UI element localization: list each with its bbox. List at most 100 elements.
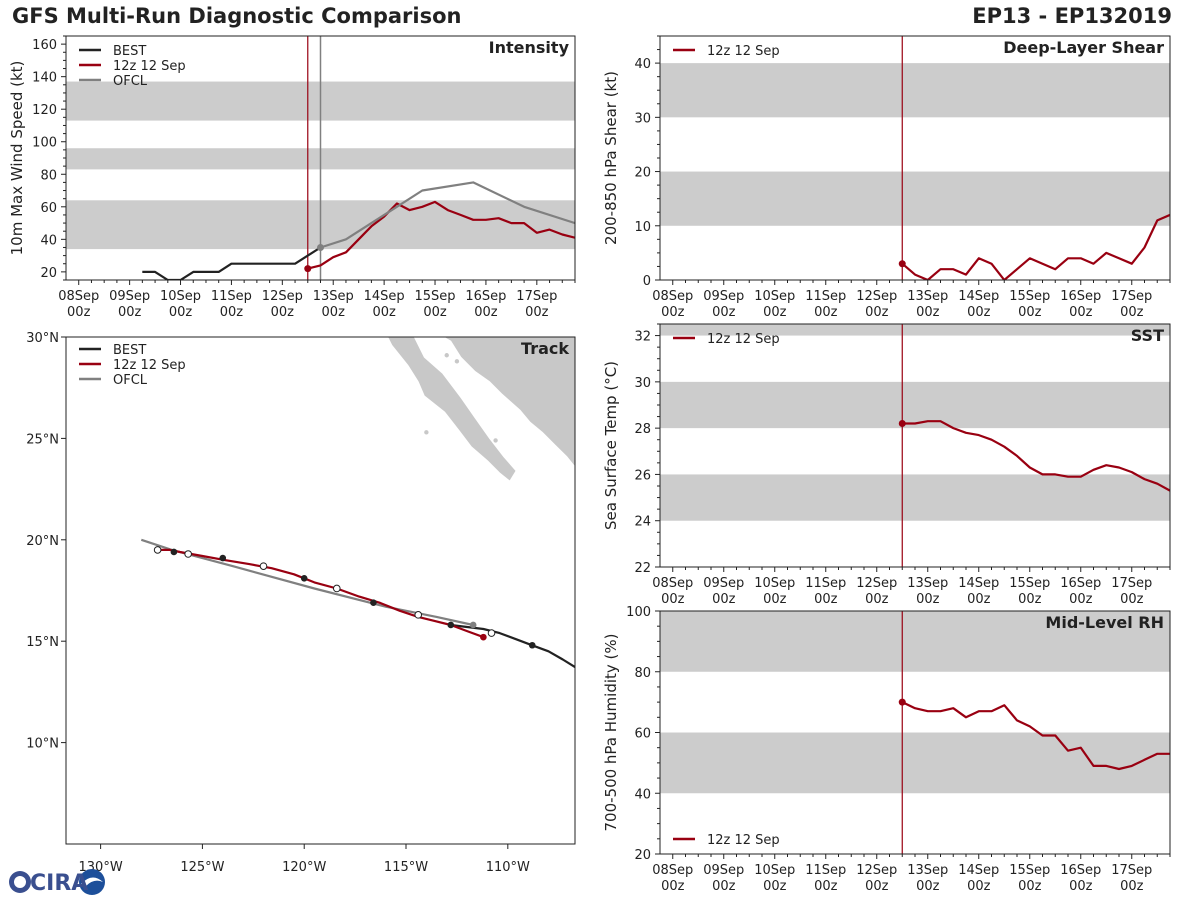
island-land (454, 359, 460, 364)
logo-text: CIRA (30, 871, 88, 896)
rh-xtick-label: 00z (916, 879, 940, 894)
sst-xtick-label: 15Sep (1009, 576, 1050, 591)
intensity-ytick-label: 120 (32, 103, 57, 118)
shear-ytick-label: 40 (634, 57, 651, 72)
shear-xtick-label: 00z (814, 305, 838, 320)
track-ytick-label: 30°N (26, 331, 59, 346)
sst-frame (659, 323, 1171, 568)
shear-legend-label: 12z 12 Sep (707, 44, 780, 59)
track-run-position-marker (170, 548, 178, 556)
storm-id-label: EP13 - EP132019 (972, 4, 1172, 28)
rh-xtick-label: 00z (1120, 879, 1144, 894)
sst-xtick-label: 00z (1018, 592, 1042, 607)
intensity-series-ofcl-line (320, 181, 575, 249)
sst-xtick-label: 00z (865, 592, 889, 607)
track-best-position-marker (528, 641, 536, 649)
shear-threshold-band-1 (660, 63, 1170, 118)
track-run-position-marker (414, 611, 423, 619)
shear-xtick-label: 00z (1069, 305, 1093, 320)
track-run-position-marker (370, 599, 377, 606)
shear-ytick-label: 10 (634, 220, 651, 235)
sst-series-run-line (902, 420, 1170, 492)
rh-xtick-label: 13Sep (907, 863, 948, 878)
shear-panel: 01020304008Sep00z09Sep00z10Sep00z11Sep00… (602, 35, 1171, 320)
sst-ytick-label: 26 (634, 468, 651, 483)
rh-legend-label: 12z 12 Sep (707, 833, 780, 848)
intensity-xtick-label: 13Sep (313, 289, 354, 304)
track-best-position-marker (447, 621, 455, 629)
intensity-xtick-label: 00z (525, 305, 549, 320)
sst-xtick-label: 12Sep (856, 576, 897, 591)
track-ytick-label: 10°N (26, 737, 59, 752)
track-ytick-label: 20°N (26, 534, 59, 549)
shear-ytick-label: 20 (634, 166, 651, 181)
intensity-ytick-label: 60 (40, 201, 57, 216)
intensity-panel-title: Intensity (489, 38, 570, 57)
sst-xtick-label: 17Sep (1111, 576, 1152, 591)
cira-logo-mark (9, 869, 105, 895)
shear-series-run-line (901, 213, 1170, 280)
rh-xtick-label: 10Sep (754, 863, 795, 878)
island-land (444, 353, 449, 358)
rh-panel-title: Mid-Level RH (1045, 613, 1164, 632)
intensity-xtick-label: 14Sep (364, 289, 405, 304)
intensity-xtick-label: 16Sep (465, 289, 506, 304)
rh-series-run-line (901, 701, 1170, 771)
rh-ytick-label: 100 (626, 605, 651, 620)
track-best-position-marker (487, 629, 496, 637)
intensity-series-run-line (307, 200, 575, 270)
track-run-line (157, 548, 484, 639)
rh-xtick-label: 15Sep (1009, 863, 1050, 878)
shear-ylabel: 200-850 hPa Shear (kt) (602, 71, 620, 245)
rh-xtick-label: 14Sep (958, 863, 999, 878)
track-run-position-marker (300, 575, 308, 582)
mainland-mexico-land (442, 337, 575, 468)
intensity-xtick-label: 09Sep (109, 289, 150, 304)
track-run-position-marker (480, 633, 487, 641)
shear-xtick-label: 00z (865, 305, 889, 320)
sst-xtick-label: 11Sep (805, 576, 846, 591)
shear-xtick-label: 13Sep (907, 289, 948, 304)
track-frame (65, 336, 576, 845)
intensity-xtick-label: 00z (474, 305, 498, 320)
page-title: GFS Multi-Run Diagnostic Comparison (12, 4, 462, 28)
track-run-position-marker (184, 550, 192, 558)
sst-xtick-label: 00z (814, 592, 838, 607)
rh-xtick-label: 00z (661, 879, 685, 894)
intensity-ytick-label: 20 (40, 266, 57, 281)
sst-threshold-band-0 (660, 474, 1170, 521)
rh-xtick-label: 08Sep (652, 863, 693, 878)
track-ofcl-position-marker (469, 621, 477, 629)
sst-ylabel: Sea Surface Temp (°C) (602, 361, 620, 530)
rh-ylabel: 700-500 hPa Humidity (%) (602, 633, 620, 831)
sst-xtick-label: 16Sep (1060, 576, 1101, 591)
sst-xtick-label: 14Sep (958, 576, 999, 591)
shear-xtick-label: 00z (763, 305, 787, 320)
track-xtick-label: 115°W (384, 860, 428, 875)
intensity-ytick-label: 40 (40, 233, 57, 248)
intensity-xtick-label: 00z (322, 305, 346, 320)
shear-ytick-label: 30 (634, 111, 651, 126)
rh-xtick-label: 00z (865, 879, 889, 894)
intensity-legend-label: BEST (113, 44, 146, 59)
intensity-ylabel: 10m Max Wind Speed (kt) (8, 61, 26, 256)
intensity-xtick-label: 00z (169, 305, 193, 320)
intensity-xtick-label: 11Sep (211, 289, 252, 304)
shear-series-run-start-point (898, 260, 906, 268)
intensity-ytick-label: 80 (40, 168, 57, 183)
sst-ytick-label: 28 (634, 422, 651, 437)
shear-xtick-label: 11Sep (805, 289, 846, 304)
shear-xtick-label: 10Sep (754, 289, 795, 304)
shear-xtick-label: 00z (967, 305, 991, 320)
sst-panel: 22242628303208Sep00z09Sep00z10Sep00z11Se… (602, 323, 1171, 607)
intensity-ytick-label: 160 (32, 38, 57, 53)
intensity-legend-label: OFCL (113, 74, 148, 89)
intensity-xtick-label: 08Sep (58, 289, 99, 304)
sst-ytick-label: 32 (634, 330, 651, 345)
track-run-position-marker (153, 546, 162, 554)
intensity-xtick-label: 12Sep (262, 289, 303, 304)
island-land (424, 430, 429, 435)
sst-xtick-label: 13Sep (907, 576, 948, 591)
track-run-position-marker (332, 584, 341, 593)
